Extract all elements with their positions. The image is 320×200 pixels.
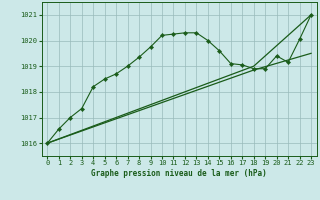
X-axis label: Graphe pression niveau de la mer (hPa): Graphe pression niveau de la mer (hPa) [91,169,267,178]
